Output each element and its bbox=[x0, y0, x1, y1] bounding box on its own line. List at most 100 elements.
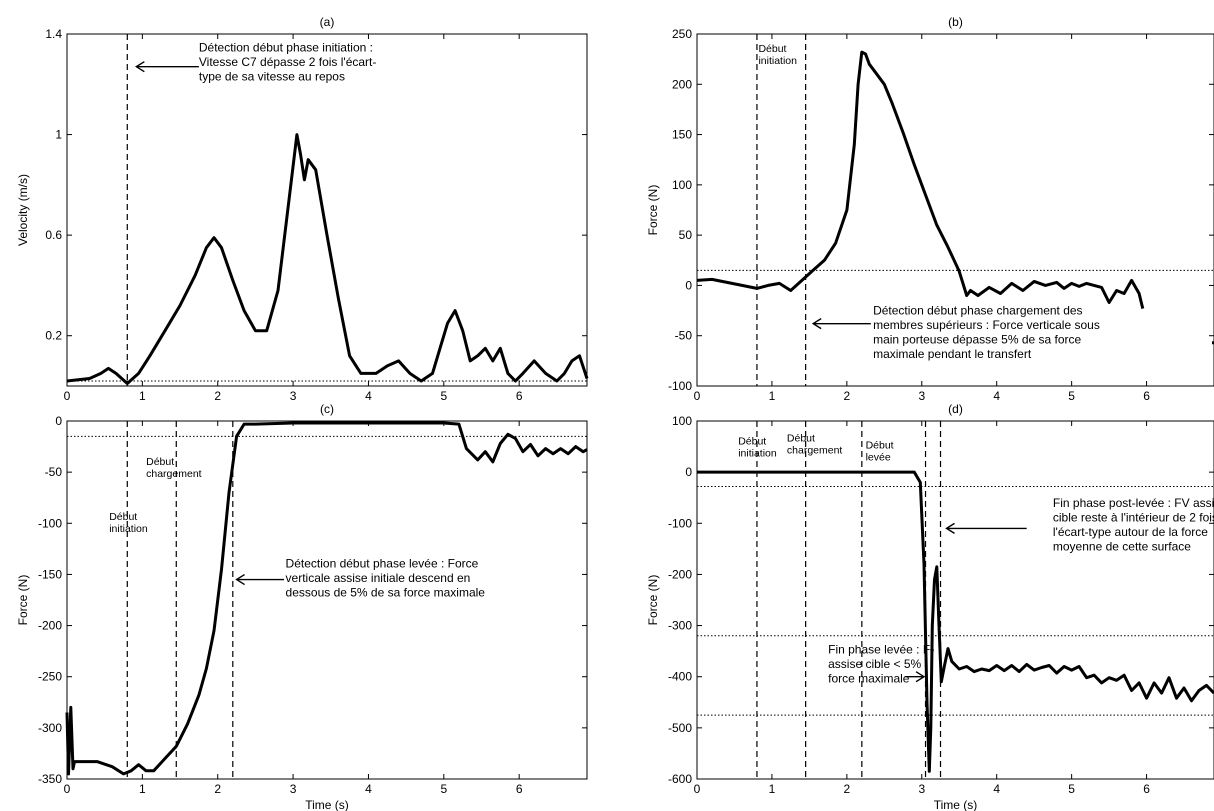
event-label: chargement bbox=[146, 468, 202, 480]
event-label: Début bbox=[146, 456, 174, 468]
x-tick-label: 5 bbox=[1068, 389, 1075, 403]
event-label: initiation bbox=[109, 523, 148, 535]
y-tick-label: -200 bbox=[38, 619, 62, 633]
y-tick-label: -500 bbox=[668, 721, 692, 735]
x-tick-label: 6 bbox=[1143, 782, 1150, 796]
x-tick-label: 6 bbox=[516, 782, 523, 796]
panel-label: (d) bbox=[948, 402, 963, 416]
annotation-text: moyenne de cette surface bbox=[1053, 539, 1191, 553]
annotation-text: verticale assise initiale descend en bbox=[286, 571, 471, 585]
y-tick-label: -150 bbox=[38, 567, 62, 581]
x-tick-label: 4 bbox=[365, 782, 372, 796]
y-tick-label: 100 bbox=[672, 414, 692, 428]
y-axis-label: Force (N) bbox=[16, 575, 30, 626]
panel-3 bbox=[696, 420, 1214, 780]
event-label: Début bbox=[109, 511, 137, 523]
y-axis-label: Force (N) bbox=[646, 575, 660, 626]
x-tick-label: 6 bbox=[1143, 389, 1150, 403]
x-tick-label: 2 bbox=[214, 389, 221, 403]
y-tick-label: 100 bbox=[672, 178, 692, 192]
y-axis-label: Velocity (m/s) bbox=[16, 174, 30, 246]
y-tick-label: -100 bbox=[668, 516, 692, 530]
event-label: levée bbox=[866, 452, 891, 464]
annotation-text: Fin phase levée : Fᵥ bbox=[828, 643, 934, 657]
annotation-text: force maximale bbox=[828, 672, 910, 686]
y-tick-label: 1.4 bbox=[45, 27, 62, 41]
x-tick-label: 4 bbox=[365, 389, 372, 403]
panel-1 bbox=[696, 33, 1214, 387]
y-tick-label: 0 bbox=[685, 278, 692, 292]
y-tick-label: -350 bbox=[38, 772, 62, 786]
arrow-head bbox=[811, 318, 822, 330]
annotation-text: Détection début phase initiation : bbox=[199, 41, 373, 55]
annotation-text: assise cible < 5% bbox=[828, 657, 921, 671]
arrow-head bbox=[235, 573, 245, 586]
panel-label: (b) bbox=[948, 15, 963, 29]
annotation-text: cible reste à l'intérieur de 2 fois bbox=[1053, 510, 1214, 524]
series-line bbox=[697, 470, 1214, 773]
y-tick-label: -50 bbox=[45, 465, 63, 479]
axes-frame bbox=[696, 420, 1214, 780]
axes-frame bbox=[66, 420, 588, 780]
event-label: Début bbox=[738, 436, 766, 448]
y-tick-label: -50 bbox=[675, 329, 693, 343]
panel-label: (a) bbox=[320, 15, 335, 29]
x-tick-label: 0 bbox=[64, 389, 71, 403]
y-tick-label: -600 bbox=[668, 772, 692, 786]
x-tick-label: 5 bbox=[440, 389, 447, 403]
y-tick-label: -250 bbox=[38, 670, 62, 684]
annotation-text: Fin phase post-levée : FV assise bbox=[1053, 496, 1214, 510]
x-tick-label: 2 bbox=[844, 782, 851, 796]
y-tick-label: -100 bbox=[38, 516, 62, 530]
y-tick-label: 0 bbox=[685, 465, 692, 479]
y-axis-label: Force (N) bbox=[646, 185, 660, 236]
annotation-text: type de sa vitesse au repos bbox=[199, 70, 345, 84]
y-tick-label: 250 bbox=[672, 27, 692, 41]
y-tick-label: 200 bbox=[672, 77, 692, 91]
annotation-text: dessous de 5% de sa force maximale bbox=[286, 585, 486, 599]
panel-0 bbox=[66, 33, 589, 387]
x-tick-label: 1 bbox=[139, 782, 146, 796]
x-tick-label: 3 bbox=[918, 389, 925, 403]
series-line bbox=[696, 50, 1145, 309]
x-tick-label: 5 bbox=[1068, 782, 1075, 796]
y-tick-label: -300 bbox=[668, 619, 692, 633]
event-label: initiation bbox=[738, 448, 777, 460]
event-label: Début bbox=[866, 440, 894, 452]
x-tick-label: 3 bbox=[918, 782, 925, 796]
x-tick-label: 0 bbox=[694, 389, 701, 403]
axes-frame bbox=[696, 33, 1214, 387]
annotation-text: Détection début phase chargement des bbox=[873, 304, 1082, 318]
x-tick-label: 1 bbox=[769, 389, 776, 403]
y-tick-label: 150 bbox=[672, 128, 692, 142]
x-tick-label: 4 bbox=[993, 782, 1000, 796]
arrow-head bbox=[135, 61, 145, 73]
arrow-head bbox=[945, 522, 955, 534]
y-tick-label: -300 bbox=[38, 721, 62, 735]
arrow-head bbox=[915, 671, 926, 683]
y-tick-label: 50 bbox=[679, 228, 693, 242]
x-tick-label: 2 bbox=[844, 389, 851, 403]
x-axis-label: Time (s) bbox=[305, 798, 349, 811]
x-tick-label: 6 bbox=[516, 389, 523, 403]
y-tick-label: 0 bbox=[55, 414, 62, 428]
y-tick-label: 0.6 bbox=[45, 228, 62, 242]
event-label: Début bbox=[758, 43, 786, 55]
annotation-text: l'écart-type autour de la force bbox=[1053, 525, 1208, 539]
series-line bbox=[66, 133, 589, 385]
event-label: Début bbox=[787, 432, 815, 444]
annotation-text: Détection début phase levée : Force bbox=[286, 556, 479, 570]
y-tick-label: -200 bbox=[668, 567, 692, 581]
annotation-text: Vitesse C7 dépasse 2 fois l'écart- bbox=[199, 55, 377, 69]
x-tick-label: 3 bbox=[290, 389, 297, 403]
x-tick-label: 0 bbox=[64, 782, 71, 796]
x-tick-label: 4 bbox=[993, 389, 1000, 403]
annotation-text: membres supérieurs : Force verticale sou… bbox=[873, 318, 1100, 332]
y-tick-label: 1 bbox=[55, 128, 62, 142]
series-line bbox=[65, 421, 588, 776]
x-axis-label: Time (s) bbox=[934, 798, 978, 811]
annotation-text: maximale pendant le transfert bbox=[873, 347, 1032, 361]
annotation-text: main porteuse dépasse 5% de sa force bbox=[873, 333, 1081, 347]
y-tick-label: -100 bbox=[668, 379, 692, 393]
